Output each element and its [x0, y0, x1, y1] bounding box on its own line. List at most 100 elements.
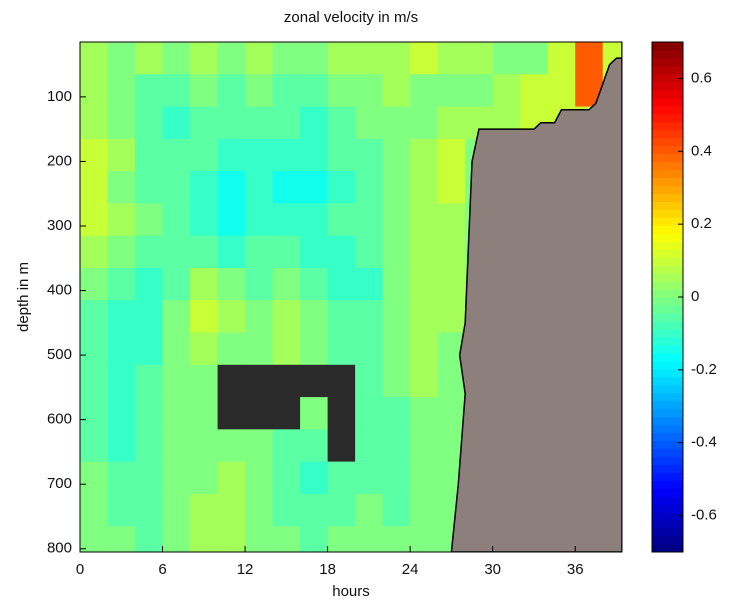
- heatmap-cell: [410, 332, 439, 366]
- heatmap-cell: [135, 203, 164, 237]
- colorbar-step: [652, 464, 683, 473]
- colorbar-step: [652, 440, 683, 449]
- heatmap-cell: [107, 42, 136, 75]
- colorbar-step: [652, 520, 683, 529]
- heatmap-cell: [135, 42, 164, 75]
- seafloor-line: [450, 42, 622, 552]
- heatmap-cell: [135, 526, 164, 552]
- colorbar-step: [652, 97, 683, 107]
- chart-title: zonal velocity in m/s: [284, 9, 418, 26]
- colorbar-step: [652, 320, 683, 330]
- heatmap-cell: [272, 461, 301, 495]
- heatmap-cell: [135, 267, 164, 301]
- heatmap-cell: [245, 138, 274, 172]
- heatmap-cell: [300, 332, 329, 366]
- colorbar-step: [652, 105, 683, 115]
- heatmap-cell: [327, 493, 356, 527]
- heatmap-cell: [300, 171, 329, 204]
- heatmap-cell: [245, 235, 274, 269]
- heatmap-cell: [245, 203, 274, 237]
- heatmap-cell: [437, 300, 466, 334]
- heatmap-cell: [355, 364, 384, 398]
- heatmap-cell: [80, 235, 109, 269]
- heatmap-cell: [217, 397, 246, 430]
- colorbar-step: [652, 217, 683, 226]
- heatmap-cell: [410, 74, 439, 108]
- heatmap-cell: [410, 106, 439, 140]
- heatmap-cell: [327, 397, 356, 430]
- heatmap-cell: [355, 397, 384, 430]
- heatmap-cell: [107, 493, 136, 527]
- heatmap: [80, 42, 622, 552]
- colorbar-step: [652, 297, 683, 306]
- x-tick-label: 36: [567, 561, 584, 578]
- heatmap-cell: [107, 397, 136, 430]
- heatmap-cell: [80, 138, 109, 172]
- heatmap-cell: [272, 74, 301, 108]
- heatmap-cell: [272, 397, 301, 430]
- heatmap-cell: [162, 138, 191, 172]
- heatmap-cell: [190, 203, 219, 237]
- heatmap-cell: [80, 300, 109, 334]
- heatmap-cell: [107, 332, 136, 366]
- heatmap-cell: [382, 332, 411, 366]
- heatmap-cell: [437, 42, 466, 75]
- colorbar-step: [652, 528, 683, 537]
- heatmap-cell: [327, 300, 356, 334]
- heatmap-cell: [217, 106, 246, 140]
- colorbar-step: [652, 360, 683, 370]
- colorbar-step: [652, 368, 683, 378]
- colorbar-step: [652, 312, 683, 322]
- heatmap-cell: [135, 138, 164, 172]
- heatmap-cell: [162, 106, 191, 140]
- colorbar-step: [652, 169, 683, 178]
- heatmap-cell: [245, 332, 274, 366]
- heatmap-cell: [272, 235, 301, 269]
- colorbar-step: [652, 424, 683, 433]
- colorbar-step: [652, 65, 683, 75]
- heatmap-cell: [80, 106, 109, 140]
- heatmap-cell: [135, 493, 164, 527]
- heatmap-cell: [492, 74, 521, 108]
- colorbar-tick-label: 0.6: [691, 69, 712, 86]
- heatmap-cell: [410, 526, 439, 552]
- heatmap-cell: [300, 203, 329, 237]
- heatmap-cell: [135, 300, 164, 334]
- heatmap-cell: [520, 42, 549, 75]
- heatmap-cell: [190, 138, 219, 172]
- colorbar-step: [652, 544, 683, 553]
- heatmap-cell: [355, 429, 384, 463]
- heatmap-cell: [245, 526, 274, 552]
- heatmap-cell: [437, 364, 466, 398]
- heatmap-cell: [190, 300, 219, 334]
- heatmap-cell: [217, 42, 246, 75]
- heatmap-cell: [382, 461, 411, 495]
- heatmap-cell: [465, 74, 494, 108]
- heatmap-cell: [382, 203, 411, 237]
- heatmap-cell: [300, 138, 329, 172]
- heatmap-cell: [382, 138, 411, 172]
- colorbar-step: [652, 73, 683, 83]
- heatmap-cell: [135, 332, 164, 366]
- heatmap-cell: [382, 526, 411, 552]
- heatmap-cell: [245, 106, 274, 140]
- heatmap-cell: [162, 493, 191, 527]
- heatmap-cell: [107, 300, 136, 334]
- colorbar-step: [652, 193, 683, 202]
- heatmap-cell: [300, 42, 329, 75]
- heatmap-cell: [107, 235, 136, 269]
- heatmap-cell: [80, 74, 109, 108]
- heatmap-cell: [410, 138, 439, 172]
- heatmap-cell: [135, 461, 164, 495]
- heatmap-cell: [190, 526, 219, 552]
- heatmap-cell: [575, 42, 604, 75]
- heatmap-cell: [162, 203, 191, 237]
- colorbar-step: [652, 241, 683, 250]
- colorbar-tick-label: 0: [691, 288, 699, 305]
- heatmap-cell: [135, 429, 164, 463]
- heatmap-cell: [190, 42, 219, 75]
- heatmap-cell: [107, 364, 136, 398]
- heatmap-cell: [162, 397, 191, 430]
- colorbar-step: [652, 49, 683, 59]
